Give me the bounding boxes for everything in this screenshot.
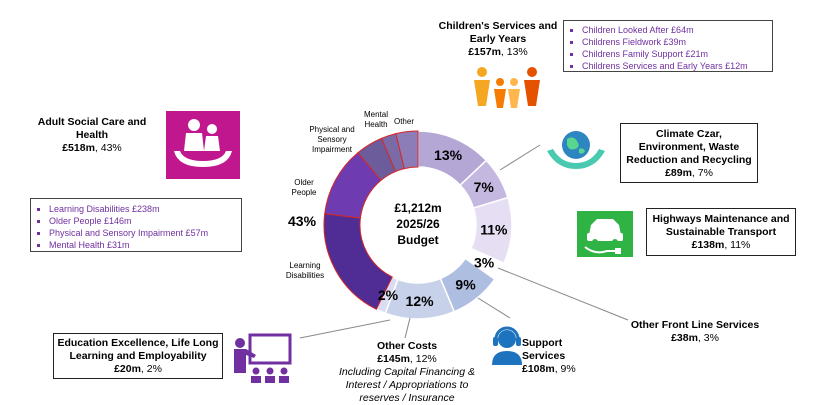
inner-label-learning: Disabilities <box>286 271 324 280</box>
support-title1: Support <box>522 337 563 349</box>
climate-pct: , 7% <box>691 167 713 179</box>
support-pct: , 9% <box>554 363 576 375</box>
support-label: Support Services £108m, 9% <box>522 337 592 376</box>
highways-amount: £138m <box>691 239 725 251</box>
inner-label-physical: Physical and <box>309 125 354 134</box>
children-list-item: Childrens Family Support £21m <box>582 48 768 60</box>
pct-label-5: 12% <box>406 293 435 309</box>
pct-label-2: 11% <box>480 222 508 238</box>
inner-label-mental-health: Mental <box>364 110 388 119</box>
other-costs-label: Other Costs £145m, 12% Including Capital… <box>322 340 492 405</box>
othercosts-note3: reserves / Insurance <box>359 392 455 404</box>
front-line-label: Other Front Line Services £38m, 3% <box>620 319 770 345</box>
adult-list-item: Learning Disabilities £238m <box>49 203 237 215</box>
adult-list-item: Older People £146m <box>49 215 237 227</box>
adult-amount: £518m <box>62 142 95 154</box>
inner-label-physical: Sensory <box>317 135 346 144</box>
donut-sub-slice-4 <box>395 130 419 170</box>
adult-breakdown-box: Learning Disabilities £238mOlder People … <box>30 198 242 252</box>
highways-box: Highways Maintenance and Sustainable Tra… <box>646 208 796 256</box>
pct-label-0: 13% <box>434 147 463 163</box>
pct-label-4: 9% <box>455 276 476 292</box>
electric-car-icon <box>577 211 633 257</box>
education-title2: Learning and Employability <box>69 350 207 362</box>
children-list-item: Childrens Fieldwork £39m <box>582 36 768 48</box>
adult-title2: Health <box>75 129 109 141</box>
climate-title1: Climate Czar, <box>656 128 722 140</box>
inner-label-learning: Learning <box>289 261 320 270</box>
center-budget: Budget <box>397 233 438 247</box>
children-list-item: Childrens Services and Early Years £12m <box>582 60 768 72</box>
children-title2: Early Years <box>469 33 527 45</box>
children-title1: Children's Services and <box>438 20 558 32</box>
inner-label-older: Older <box>294 178 314 187</box>
children-pct: , 13% <box>500 46 528 58</box>
center-total: £1,212m <box>394 201 441 215</box>
othercosts-title: Other Costs <box>376 340 438 352</box>
care-hands-icon <box>166 111 240 179</box>
highways-pct: , 11% <box>724 239 751 251</box>
climate-amount: £89m <box>665 167 692 179</box>
children-label: Children's Services and Early Years £157… <box>438 20 558 59</box>
highways-title1: Highways Maintenance and <box>652 213 790 225</box>
globe-hands-icon <box>547 131 605 169</box>
inner-label-physical: Impairment <box>312 145 353 154</box>
adult-title1: Adult Social Care and <box>37 116 147 128</box>
front-amount: £38m <box>671 332 698 344</box>
teacher-icon <box>234 333 292 383</box>
support-title2: Services <box>522 350 566 362</box>
climate-box: Climate Czar, Environment, Waste Reducti… <box>620 123 758 183</box>
education-box: Education Excellence, Life Long Learning… <box>53 333 223 379</box>
education-amount: £20m <box>114 363 141 375</box>
adult-list-item: Mental Health £31m <box>49 239 237 251</box>
children-breakdown-box: Children Looked After £64mChildrens Fiel… <box>563 20 773 72</box>
family-icon <box>474 67 540 108</box>
adult-list-item: Physical and Sensory Impairment £57m <box>49 227 237 239</box>
othercosts-note1: Including Capital Financing & <box>339 366 475 378</box>
front-pct: , 3% <box>697 332 719 344</box>
adult-pct: , 43% <box>94 142 122 154</box>
inner-label-older: People <box>292 188 317 197</box>
pct-label-1: 7% <box>474 179 495 195</box>
adult-label: Adult Social Care and Health £518m, 43% <box>30 116 154 155</box>
highways-title2: Sustainable Transport <box>665 226 777 238</box>
education-title1: Education Excellence, Life Long <box>57 337 219 349</box>
othercosts-note2: Interest / Appropriations to <box>345 379 469 391</box>
headset-icon <box>492 326 522 365</box>
inner-label-mental-health: Health <box>364 120 387 129</box>
pct-label-3: 3% <box>474 255 495 271</box>
adult-pct-big: 43% <box>288 213 317 229</box>
inner-label-other: Other <box>394 117 414 126</box>
othercosts-pct: , 12% <box>409 353 437 365</box>
othercosts-amount: £145m <box>377 353 410 365</box>
education-pct: , 2% <box>140 363 162 375</box>
children-amount: £157m <box>468 46 501 58</box>
front-title: Other Front Line Services <box>630 319 760 331</box>
climate-title3: Reduction and Recycling <box>626 154 752 166</box>
support-amount: £108m <box>522 363 555 375</box>
pct-label-6: 2% <box>378 287 399 303</box>
center-year: 2025/26 <box>396 217 440 231</box>
children-list-item: Children Looked After £64m <box>582 24 768 36</box>
climate-title2: Environment, Waste <box>638 141 740 153</box>
